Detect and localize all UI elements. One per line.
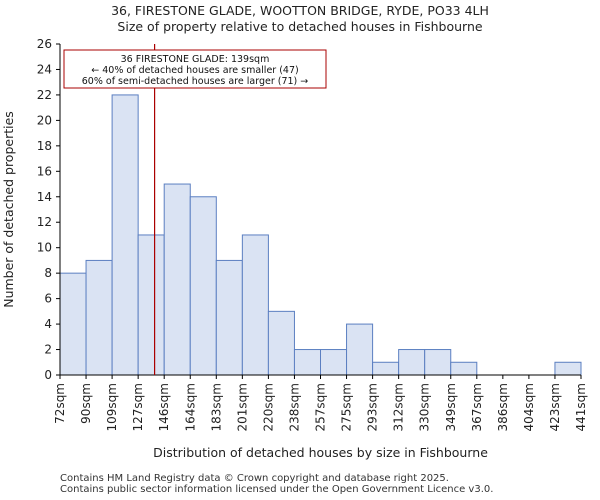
- x-tick-label: 146sqm: [157, 383, 171, 431]
- y-axis-label: Number of detached properties: [1, 111, 16, 308]
- footer-line-1: Contains HM Land Registry data © Crown c…: [60, 473, 449, 484]
- x-axis-label: Distribution of detached houses by size …: [153, 445, 488, 460]
- bar-146sqm: [163, 183, 191, 376]
- x-tick-label: 220sqm: [261, 383, 275, 431]
- y-tick-label: 12: [37, 215, 52, 229]
- chart-subtitle: Size of property relative to detached ho…: [117, 19, 483, 34]
- bar-201sqm: [241, 234, 269, 376]
- y-tick-label: 18: [37, 139, 52, 153]
- bar-349sqm: [450, 361, 478, 376]
- bar-220sqm: [267, 310, 295, 376]
- x-tick-label: 201sqm: [235, 383, 249, 431]
- y-tick-label: 10: [37, 241, 52, 255]
- annotation-line-1: 36 FIRESTONE GLADE: 139sqm: [121, 54, 270, 65]
- bar-127sqm: [137, 234, 165, 376]
- bar-312sqm: [398, 349, 426, 376]
- chart-title: 36, FIRESTONE GLADE, WOOTTON BRIDGE, RYD…: [111, 3, 489, 18]
- y-tick-label: 14: [37, 190, 52, 204]
- y-tick-label: 22: [37, 88, 52, 102]
- x-tick-label: 257sqm: [314, 383, 328, 431]
- bar-72sqm: [59, 272, 87, 376]
- x-tick-label: 164sqm: [183, 383, 197, 431]
- x-tick-label: 367sqm: [470, 383, 484, 431]
- x-tick-label: 109sqm: [105, 383, 119, 431]
- bar-164sqm: [189, 196, 217, 376]
- bar-275sqm: [346, 323, 374, 376]
- x-tick-label: 423sqm: [548, 383, 562, 431]
- bar-109sqm: [111, 94, 139, 376]
- x-tick-label: 404sqm: [522, 383, 536, 431]
- y-tick-label: 4: [44, 317, 52, 331]
- bars-group: [59, 94, 582, 376]
- x-tick-label: 386sqm: [496, 383, 510, 431]
- annotation-box: [63, 49, 327, 89]
- footer-line-2: Contains public sector information licen…: [60, 484, 494, 495]
- bar-238sqm: [293, 349, 322, 376]
- bar-257sqm: [320, 349, 348, 376]
- bar-293sqm: [372, 361, 400, 376]
- y-tick-label: 16: [37, 164, 52, 178]
- x-tick-label: 441sqm: [574, 383, 588, 431]
- bar-423sqm: [554, 361, 582, 376]
- axes-group: [56, 43, 582, 379]
- x-tick-label: 293sqm: [366, 383, 380, 431]
- x-tick-label: 312sqm: [392, 383, 406, 431]
- annotation-line-2: ← 40% of detached houses are smaller (47…: [91, 65, 298, 76]
- bar-90sqm: [85, 259, 113, 376]
- y-tick-label: 26: [37, 37, 52, 51]
- bar-183sqm: [215, 259, 243, 376]
- y-tick-label: 6: [44, 292, 52, 306]
- x-tick-label: 90sqm: [79, 383, 93, 424]
- y-tick-label: 0: [44, 368, 52, 382]
- annotation-group: 36 FIRESTONE GLADE: 139sqm← 40% of detac…: [63, 44, 327, 375]
- y-tick-label: 8: [44, 266, 52, 280]
- bar-330sqm: [424, 349, 452, 376]
- x-tick-label: 127sqm: [131, 383, 145, 431]
- x-tick-label: 275sqm: [340, 383, 354, 431]
- y-tick-label: 20: [37, 113, 52, 127]
- y-tick-label: 2: [44, 343, 52, 357]
- x-tick-label: 330sqm: [418, 383, 432, 431]
- x-tick-label: 72sqm: [53, 383, 67, 424]
- x-tick-label: 349sqm: [444, 383, 458, 431]
- x-tick-label: 183sqm: [209, 383, 223, 431]
- y-tick-label: 24: [37, 62, 52, 76]
- x-tick-label: 238sqm: [287, 383, 301, 431]
- annotation-line-3: 60% of semi-detached houses are larger (…: [82, 76, 309, 87]
